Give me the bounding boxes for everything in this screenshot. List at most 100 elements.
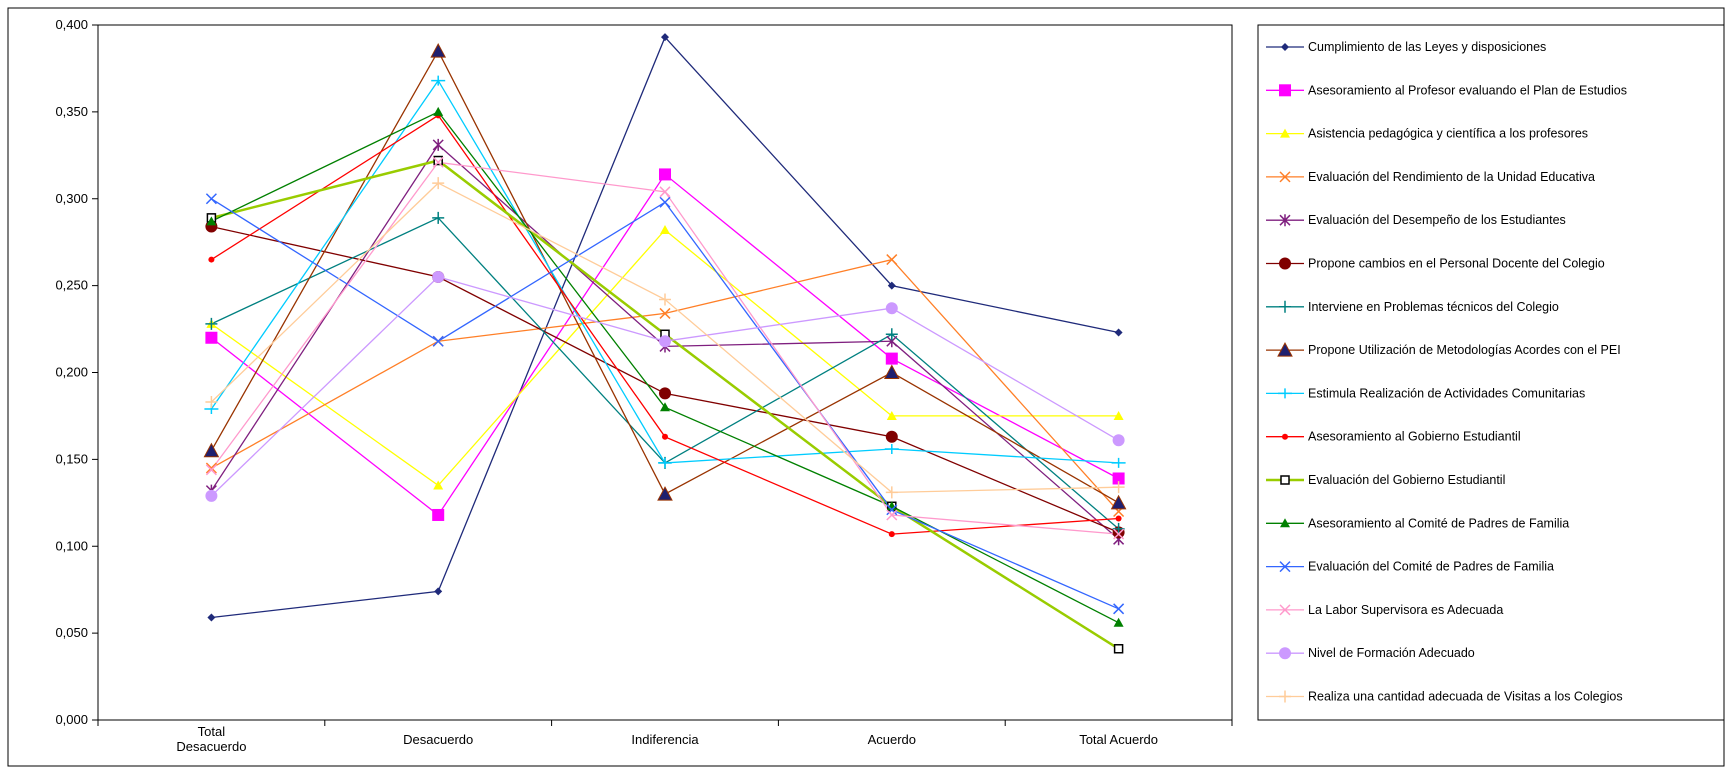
data-point-marker bbox=[1279, 171, 1291, 183]
data-point-marker bbox=[886, 410, 897, 420]
legend-item: Evaluación del Gobierno Estudiantil bbox=[1266, 473, 1505, 487]
data-point-marker bbox=[1113, 617, 1124, 627]
data-point-marker bbox=[1279, 300, 1291, 313]
data-point-marker bbox=[885, 486, 898, 499]
data-point-marker bbox=[659, 196, 671, 208]
data-point-marker bbox=[1281, 43, 1289, 51]
data-point-marker bbox=[659, 168, 671, 181]
data-point-marker bbox=[1280, 128, 1290, 138]
data-point-marker bbox=[208, 256, 215, 263]
x-tick-label-line: Acuerdo bbox=[868, 732, 916, 747]
series-markers bbox=[203, 33, 1127, 654]
legend-label: Interviene en Problemas técnicos del Col… bbox=[1308, 300, 1559, 314]
series-markers-group bbox=[207, 33, 1123, 622]
data-point-marker bbox=[203, 442, 220, 458]
data-point-marker bbox=[205, 317, 218, 330]
x-tick-label-line: Indiferencia bbox=[631, 732, 699, 747]
x-tick-label: Total Acuerdo bbox=[1079, 732, 1158, 747]
data-point-marker bbox=[1279, 690, 1291, 703]
data-point-marker bbox=[432, 156, 444, 168]
legend-label: La Labor Supervisora es Adecuada bbox=[1308, 603, 1503, 617]
legend-item: Asesoramiento al Profesor evaluando el P… bbox=[1266, 83, 1627, 97]
legend-label: Propone Utilización de Metodologías Acor… bbox=[1308, 343, 1621, 357]
data-point-marker bbox=[205, 331, 218, 344]
data-point-marker bbox=[886, 509, 898, 521]
data-point-marker bbox=[1111, 457, 1126, 468]
legend-label: Realiza una cantidad adecuada de Visitas… bbox=[1308, 690, 1623, 704]
y-tick-label: 0,400 bbox=[55, 17, 88, 32]
data-point-marker bbox=[205, 193, 217, 205]
x-tick-label: Indiferencia bbox=[631, 732, 699, 747]
legend-item: Propone Utilización de Metodologías Acor… bbox=[1266, 342, 1621, 357]
data-point-marker bbox=[659, 186, 671, 198]
series-markers-group bbox=[206, 225, 1124, 490]
legend-label: Asesoramiento al Comité de Padres de Fam… bbox=[1308, 516, 1569, 530]
data-point-marker bbox=[433, 480, 444, 490]
legend-label: Evaluación del Rendimiento de la Unidad … bbox=[1308, 170, 1595, 184]
data-point-marker bbox=[885, 430, 898, 443]
legend-item: Nivel de Formación Adecuado bbox=[1266, 646, 1475, 660]
data-point-marker bbox=[659, 293, 671, 306]
data-point-marker bbox=[432, 211, 445, 224]
data-point-marker bbox=[887, 281, 896, 290]
data-point-marker bbox=[885, 302, 898, 315]
data-point-marker bbox=[1279, 561, 1291, 573]
y-tick-label: 0,150 bbox=[55, 451, 88, 466]
y-tick-label: 0,300 bbox=[55, 191, 88, 206]
legend-label: Estimula Realización de Actividades Comu… bbox=[1308, 386, 1585, 400]
legend: Cumplimiento de las Leyes y disposicione… bbox=[1266, 40, 1627, 704]
data-point-marker bbox=[1113, 644, 1124, 654]
y-tick-label: 0,200 bbox=[55, 365, 88, 380]
data-point-marker bbox=[1277, 342, 1293, 357]
series-markers-group bbox=[203, 43, 1127, 510]
x-tick-label-line: Desacuerdo bbox=[403, 732, 473, 747]
data-point-marker bbox=[885, 352, 898, 365]
data-point-marker bbox=[660, 402, 670, 412]
data-point-marker bbox=[433, 106, 444, 116]
legend-label: Cumplimiento de las Leyes y disposicione… bbox=[1308, 40, 1546, 54]
data-point-marker bbox=[432, 270, 445, 283]
y-tick-label: 0,250 bbox=[55, 278, 88, 293]
legend-label: Evaluación del Comité de Padres de Famil… bbox=[1308, 560, 1554, 574]
legend-item: Estimula Realización de Actividades Comu… bbox=[1266, 386, 1585, 400]
data-point-marker bbox=[1279, 214, 1291, 227]
legend-item: Evaluación del Rendimiento de la Unidad … bbox=[1266, 170, 1595, 184]
data-point-marker bbox=[430, 43, 447, 58]
data-point-marker bbox=[1110, 494, 1127, 510]
data-point-marker bbox=[1279, 647, 1291, 660]
data-point-marker bbox=[432, 138, 444, 151]
data-point-marker bbox=[1112, 434, 1125, 447]
series-markers-group bbox=[204, 75, 1126, 468]
x-tick-label-line: Desacuerdo bbox=[176, 739, 246, 754]
y-tick-label: 0,000 bbox=[55, 712, 88, 727]
data-point-marker bbox=[662, 433, 668, 440]
data-point-marker bbox=[1113, 603, 1125, 615]
data-point-marker bbox=[432, 335, 444, 347]
legend-item: Asistencia pedagógica y científica a los… bbox=[1266, 127, 1588, 141]
data-point-marker bbox=[660, 225, 670, 235]
data-point-marker bbox=[431, 75, 446, 86]
data-point-marker bbox=[1279, 604, 1291, 616]
legend-item: Interviene en Problemas técnicos del Col… bbox=[1266, 300, 1559, 314]
axes: 0,000 0,050 0,100 0,150 0,200 0,250 0,300 0,350… bbox=[55, 17, 1233, 754]
legend-box bbox=[1257, 24, 1725, 721]
data-point-marker bbox=[205, 462, 217, 474]
data-point-marker bbox=[1280, 518, 1290, 528]
legend-label: Propone cambios en el Personal Docente d… bbox=[1308, 257, 1605, 271]
series-markers-group bbox=[205, 270, 1125, 502]
series-markers-group bbox=[205, 177, 1125, 499]
data-point-marker bbox=[1282, 433, 1288, 440]
legend-item: La Labor Supervisora es Adecuada bbox=[1266, 603, 1503, 617]
data-point-marker bbox=[885, 328, 898, 341]
data-point-marker bbox=[1112, 522, 1125, 535]
y-tick-label: 0,350 bbox=[55, 104, 88, 119]
data-point-marker bbox=[659, 335, 671, 348]
legend-item: Asesoramiento al Gobierno Estudiantil bbox=[1266, 430, 1521, 444]
legend-item: Evaluación del Comité de Padres de Famil… bbox=[1266, 560, 1554, 574]
y-tick-label: 0,100 bbox=[55, 538, 88, 553]
data-point-marker bbox=[432, 177, 445, 190]
y-tick-label: 0,050 bbox=[55, 625, 88, 640]
data-point-marker bbox=[659, 307, 671, 319]
data-point-marker bbox=[205, 396, 218, 409]
